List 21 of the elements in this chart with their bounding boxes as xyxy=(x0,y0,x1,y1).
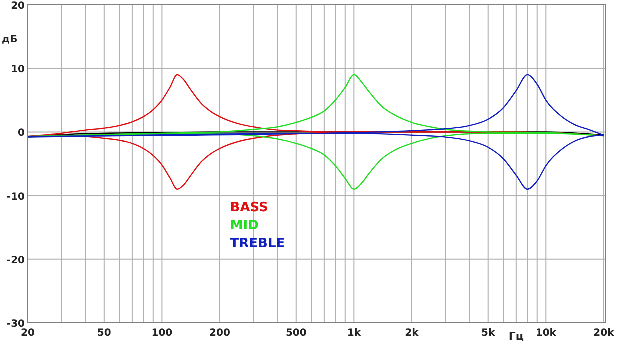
x-tick-label: 200 xyxy=(210,328,230,339)
x-tick-label: 10k xyxy=(536,328,557,339)
y-tick-label: -10 xyxy=(6,192,26,203)
text: MID xyxy=(230,218,260,234)
x-tick-label: 5k xyxy=(482,328,496,339)
x-tick-label: 1k xyxy=(347,328,362,339)
text: TREBLE xyxy=(230,236,286,252)
x-tick-label: 2k xyxy=(405,328,420,339)
y-axis-title: дБ xyxy=(2,34,18,46)
x-tick-label: 20k xyxy=(594,328,615,339)
y-tick-label: 0 xyxy=(18,128,26,140)
y-tick-label: 20 xyxy=(11,1,26,12)
x-tick-label: 100 xyxy=(152,328,173,339)
x-tick-label: 20 xyxy=(21,328,35,339)
x-tick-label: 50 xyxy=(97,328,112,339)
y-tick-label: -30 xyxy=(6,319,26,330)
y-tick-label: -20 xyxy=(6,255,26,266)
x-tick-label: 500 xyxy=(286,328,307,339)
text: BASS xyxy=(230,200,268,216)
x-axis-title: Гц xyxy=(508,330,524,343)
y-tick-label: 10 xyxy=(11,64,26,76)
